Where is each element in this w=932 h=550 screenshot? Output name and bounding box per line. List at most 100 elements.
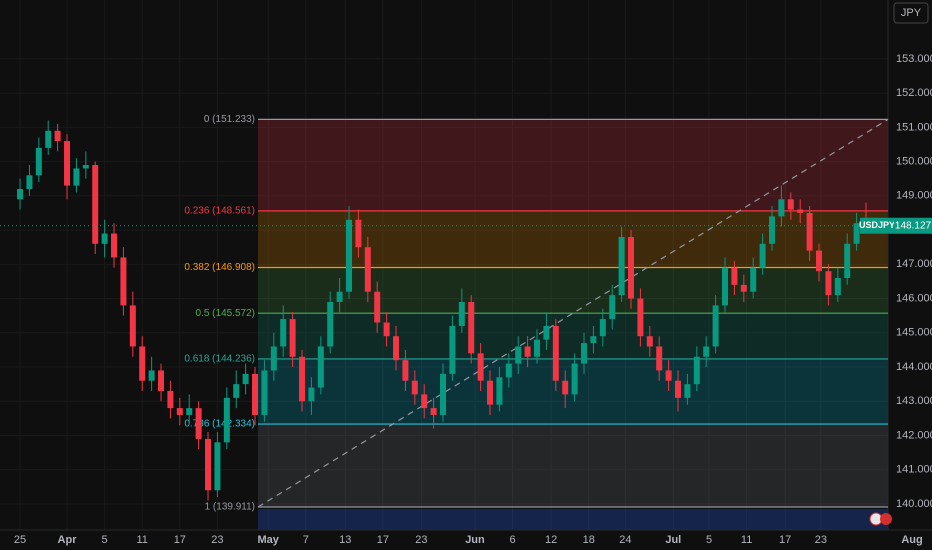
- candle-body: [609, 295, 616, 320]
- y-tick-label: 152.000: [896, 87, 932, 99]
- candle-body: [675, 380, 682, 398]
- candle-body: [599, 319, 606, 337]
- candle-body: [364, 247, 371, 292]
- candle-body: [101, 233, 108, 244]
- y-tick-label: 141.000: [896, 464, 932, 476]
- x-tick-label: 25: [14, 534, 26, 546]
- candle-body: [618, 236, 625, 296]
- candle-body: [684, 384, 691, 398]
- x-tick-label: 5: [706, 534, 712, 546]
- fib-label: 1 (139.911): [205, 502, 255, 513]
- y-tick-label: 147.000: [896, 258, 932, 270]
- candle-body: [496, 377, 503, 405]
- candle-body: [421, 394, 428, 409]
- candle-body: [402, 360, 409, 381]
- y-tick-label: 153.000: [896, 53, 932, 65]
- candle-body: [252, 373, 259, 415]
- y-tick-label: 140.000: [896, 498, 932, 510]
- fib-zone: [258, 424, 888, 508]
- candle-body: [740, 284, 747, 292]
- y-tick-label: 144.000: [896, 361, 932, 373]
- candle-body: [505, 363, 512, 378]
- candle-body: [543, 325, 550, 340]
- fib-zone: [258, 267, 888, 314]
- candle-body: [73, 168, 80, 186]
- candle-body: [656, 346, 663, 371]
- x-tick-label: 17: [779, 534, 791, 546]
- y-tick-label: 146.000: [896, 292, 932, 304]
- y-tick-label: 151.000: [896, 121, 932, 133]
- candle-body: [571, 363, 578, 395]
- x-tick-label: 23: [211, 534, 223, 546]
- candle-body: [515, 346, 522, 364]
- price-tag-label: 148.127: [895, 220, 932, 231]
- x-tick-label: May: [257, 534, 279, 546]
- candle-body: [693, 356, 700, 385]
- candle-body: [111, 233, 118, 258]
- candle-body: [853, 223, 860, 244]
- x-tick-label: 23: [415, 534, 427, 546]
- candle-body: [374, 291, 381, 323]
- x-tick-label: 18: [583, 534, 595, 546]
- candle-body: [806, 212, 813, 251]
- fib-label: 0.236 (148.561): [184, 206, 255, 217]
- candle-body: [45, 130, 52, 148]
- currency-label: JPY: [901, 7, 922, 19]
- fib-zone: [258, 210, 888, 268]
- fib-label: 0.382 (146.908): [184, 262, 255, 273]
- candle-body: [355, 219, 362, 248]
- candle-body: [787, 199, 794, 210]
- x-tick-label: 17: [174, 534, 186, 546]
- candle-body: [167, 390, 174, 409]
- candle-body: [54, 130, 61, 142]
- candle-body: [468, 301, 475, 354]
- price-axis-bg: [888, 0, 932, 550]
- x-tick-label: Apr: [58, 534, 78, 546]
- candle-body: [289, 319, 296, 357]
- candle-body: [628, 236, 635, 299]
- candle-body: [17, 188, 24, 200]
- symbol-label: USDJPY: [859, 220, 895, 230]
- y-tick-label: 149.000: [896, 190, 932, 202]
- x-tick-label: 24: [619, 534, 631, 546]
- candle-body: [186, 408, 193, 415]
- candle-body: [430, 408, 437, 415]
- candle-body: [590, 336, 597, 344]
- price-tag: [894, 217, 932, 234]
- candle-body: [750, 267, 757, 292]
- candle-body: [64, 141, 71, 186]
- fib-zone: [258, 313, 888, 359]
- y-tick-label: 142.000: [896, 429, 932, 441]
- candle-body: [703, 346, 710, 357]
- candle-body: [816, 250, 823, 272]
- candle-body: [270, 346, 277, 371]
- candle-body: [346, 219, 353, 292]
- candle-body: [487, 380, 494, 405]
- candle-body: [759, 243, 766, 268]
- candle-body: [242, 373, 249, 385]
- currency-button[interactable]: [893, 2, 929, 24]
- candle-body: [261, 370, 268, 415]
- x-tick-label: Jul: [665, 534, 681, 546]
- candle-body: [722, 267, 729, 306]
- x-tick-label: 12: [545, 534, 557, 546]
- candle-body: [299, 356, 306, 402]
- x-tick-label: 23: [815, 534, 827, 546]
- candle-body: [176, 408, 183, 415]
- candle-body: [82, 165, 89, 169]
- candle-body: [92, 165, 99, 244]
- x-tick-label: Aug: [901, 534, 922, 546]
- candle-body: [778, 199, 785, 217]
- candle-body: [440, 373, 447, 415]
- fib-label: 0.786 (142.334): [184, 419, 255, 430]
- x-tick-label: Jun: [465, 534, 485, 546]
- fib-label: 0.618 (144.236): [184, 354, 255, 365]
- fib-label: 0 (151.233): [204, 114, 255, 125]
- fib-zone: [258, 119, 888, 211]
- x-tick-label: 11: [741, 534, 752, 546]
- x-tick-label: 13: [339, 534, 351, 546]
- candle-body: [233, 384, 240, 398]
- candle-body: [665, 370, 672, 381]
- x-tick-label: 5: [102, 534, 108, 546]
